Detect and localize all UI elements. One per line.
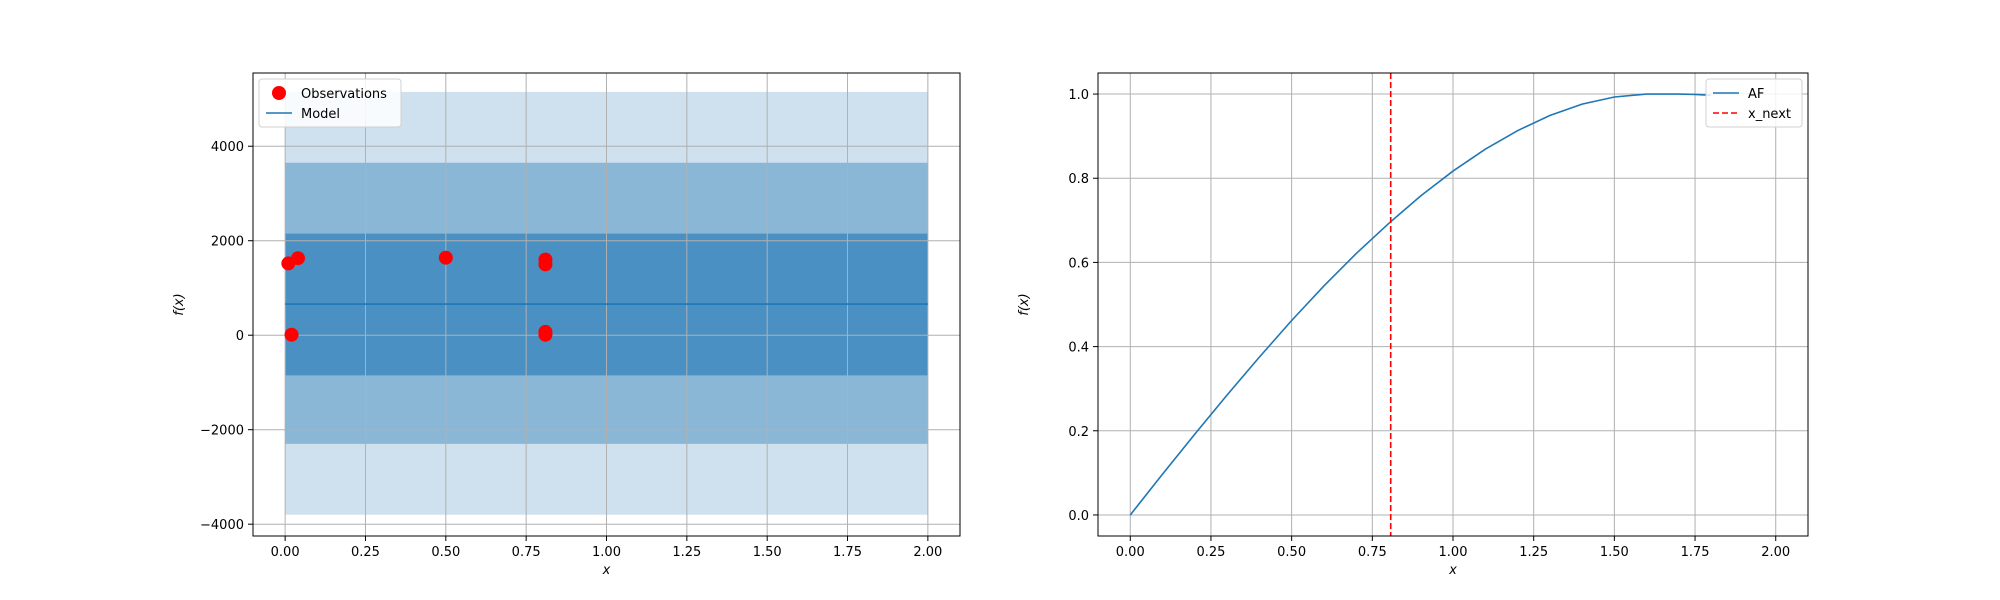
- observation-point: [538, 327, 553, 342]
- y-axis-label: f(x): [172, 293, 187, 315]
- x-tick-label: 2.00: [913, 545, 942, 560]
- y-tick-label: 0.6: [1068, 256, 1089, 271]
- y-tick-label: 2000: [211, 235, 244, 250]
- y-tick-label: 0: [236, 329, 244, 344]
- legend-label: AF: [1748, 87, 1764, 102]
- y-axis-label: f(x): [1017, 293, 1032, 315]
- x-tick-label: 1.00: [592, 545, 621, 560]
- x-tick-label: 0.50: [431, 545, 460, 560]
- y-tick-label: −4000: [200, 518, 244, 533]
- legend-label: x_next: [1748, 107, 1791, 122]
- x-tick-label: 2.00: [1761, 545, 1790, 560]
- legend-marker-observations: [272, 86, 286, 100]
- legend-box: [258, 78, 402, 128]
- x-tick-label: 0.75: [512, 545, 541, 560]
- y-tick-label: 4000: [211, 140, 244, 155]
- observation-point: [284, 327, 299, 342]
- y-tick-label: 0.4: [1068, 341, 1089, 356]
- x-tick-label: 1.75: [833, 545, 862, 560]
- acquisition-function-plot: 0.00 0.25 0.50 0.75 1.00 1.25 1.50 1.75 2.00 0.0 0…: [1017, 72, 1809, 578]
- observation-point: [438, 250, 453, 265]
- x-axis-label: x: [602, 563, 611, 578]
- x-tick-label: 0.75: [1358, 545, 1387, 560]
- x-axis-label: x: [1448, 563, 1457, 578]
- gp-posterior-plot: 0.00 0.25 0.50 0.75 1.00 1.25 1.50 1.75 2.00 −400…: [172, 72, 961, 578]
- legend-label: Observations: [301, 87, 387, 102]
- y-tick-label: 0.0: [1068, 509, 1089, 524]
- x-tick-label: 0.00: [1116, 545, 1145, 560]
- legend: Observations Model: [258, 78, 402, 128]
- y-tick-label: 1.0: [1068, 88, 1089, 103]
- x-tick-label: 1.50: [753, 545, 782, 560]
- legend-box: [1705, 78, 1803, 128]
- x-tick-label: 0.00: [271, 545, 300, 560]
- legend: AF x_next: [1705, 78, 1803, 128]
- x-tick-label: 0.25: [1196, 545, 1225, 560]
- observation-point: [538, 257, 553, 272]
- x-tick-label: 1.00: [1439, 545, 1468, 560]
- x-tick-label: 1.75: [1681, 545, 1710, 560]
- x-tick-label: 0.25: [351, 545, 380, 560]
- x-tick-label: 1.25: [1519, 545, 1548, 560]
- observation-point: [290, 251, 305, 266]
- y-tick-label: 0.8: [1068, 172, 1089, 187]
- x-tick-label: 0.50: [1277, 545, 1306, 560]
- y-tick-label: −2000: [200, 424, 244, 439]
- y-tick-label: 0.2: [1068, 425, 1089, 440]
- legend-label: Model: [301, 107, 340, 122]
- x-tick-label: 1.50: [1600, 545, 1629, 560]
- series-line-af: [1129, 93, 1712, 516]
- x-tick-label: 1.25: [672, 545, 701, 560]
